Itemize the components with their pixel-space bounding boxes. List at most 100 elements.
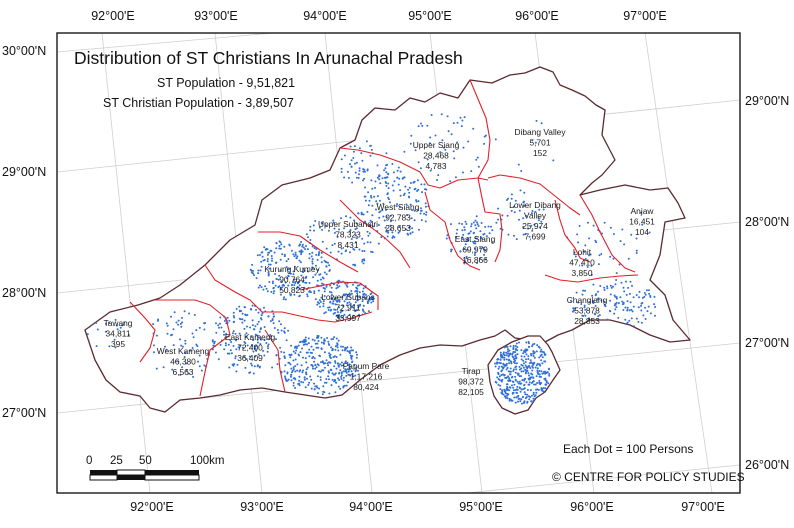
population-dot (261, 255, 264, 258)
population-dot (283, 284, 285, 287)
population-dot (408, 196, 411, 199)
population-dot (348, 368, 351, 371)
population-dot (345, 370, 348, 373)
population-dot (114, 318, 117, 321)
population-dot (252, 339, 255, 342)
population-dot (502, 362, 505, 365)
population-dot (476, 221, 478, 224)
population-dot (521, 379, 524, 381)
district-label-line: Tawang (104, 318, 133, 328)
population-dot (530, 354, 533, 357)
population-dot (398, 225, 401, 228)
population-dot (346, 346, 349, 349)
population-dot (177, 360, 180, 363)
population-dot (429, 169, 432, 172)
population-dot (465, 255, 468, 258)
population-dot (203, 322, 206, 325)
population-dot (654, 306, 657, 308)
population-dot (327, 340, 330, 343)
population-dot (345, 215, 347, 218)
population-dot (450, 133, 453, 136)
population-dot (119, 326, 122, 329)
population-dot (315, 346, 318, 349)
population-dot (638, 296, 640, 299)
population-dot (399, 194, 402, 197)
population-dot (292, 281, 295, 284)
population-dot (95, 345, 98, 348)
population-dot (510, 197, 513, 200)
population-dot (575, 291, 578, 294)
population-dot (331, 297, 333, 300)
population-dot (409, 142, 412, 145)
population-dot (361, 159, 364, 162)
population-dot (383, 219, 386, 222)
population-dot (339, 369, 342, 372)
population-dot (452, 122, 455, 125)
population-dot (514, 366, 517, 369)
population-dot (497, 383, 500, 386)
population-dot (342, 345, 344, 348)
population-dot (410, 134, 413, 137)
population-dot (434, 134, 437, 137)
population-dot (332, 373, 335, 376)
population-dot (584, 314, 587, 317)
population-dot (402, 176, 405, 179)
population-dot (506, 389, 508, 391)
population-dot (276, 363, 279, 366)
population-dot (599, 285, 602, 287)
population-dot (607, 327, 610, 330)
population-dot (258, 330, 261, 333)
population-dot (544, 379, 547, 382)
population-dot (528, 364, 531, 367)
population-dot (462, 146, 465, 149)
population-dot (344, 360, 347, 363)
population-dot (324, 224, 327, 227)
population-dot (474, 252, 476, 254)
population-dot (384, 226, 387, 229)
population-dot (318, 299, 321, 302)
population-dot (334, 381, 337, 384)
population-dot (442, 146, 445, 149)
population-dot (305, 361, 308, 364)
population-dot (385, 171, 388, 174)
population-dot (298, 259, 301, 262)
population-dot (403, 150, 406, 153)
population-dot (304, 343, 307, 346)
population-dot (322, 305, 325, 308)
population-dot (632, 305, 635, 308)
population-dot (308, 257, 311, 260)
population-dot (528, 383, 531, 386)
population-dot (436, 179, 438, 181)
population-dot (299, 369, 302, 372)
population-dot (298, 354, 300, 357)
population-dot (577, 301, 579, 304)
population-dot (329, 251, 332, 254)
population-dot (370, 221, 373, 224)
population-dot (330, 384, 333, 387)
district-label-line: 5,701 (530, 138, 551, 148)
population-dot (571, 310, 574, 313)
population-dot (521, 388, 523, 391)
population-dot (386, 230, 389, 233)
population-dot (572, 307, 575, 310)
population-dot (502, 353, 505, 355)
population-dot (348, 351, 351, 354)
population-dot (505, 345, 508, 348)
population-dot (283, 245, 286, 248)
population-dot (85, 319, 87, 322)
population-dot (505, 377, 508, 379)
population-dot (369, 241, 372, 244)
population-dot (362, 287, 365, 290)
population-dot (603, 300, 606, 303)
population-dot (430, 114, 433, 116)
district-label-line: 28,853 (574, 316, 600, 326)
population-dot (520, 363, 523, 366)
population-dot (402, 194, 405, 197)
population-dot (527, 342, 530, 345)
population-dot (366, 169, 369, 172)
population-dot (215, 331, 218, 334)
population-dot (285, 266, 288, 269)
population-dot (225, 333, 228, 335)
